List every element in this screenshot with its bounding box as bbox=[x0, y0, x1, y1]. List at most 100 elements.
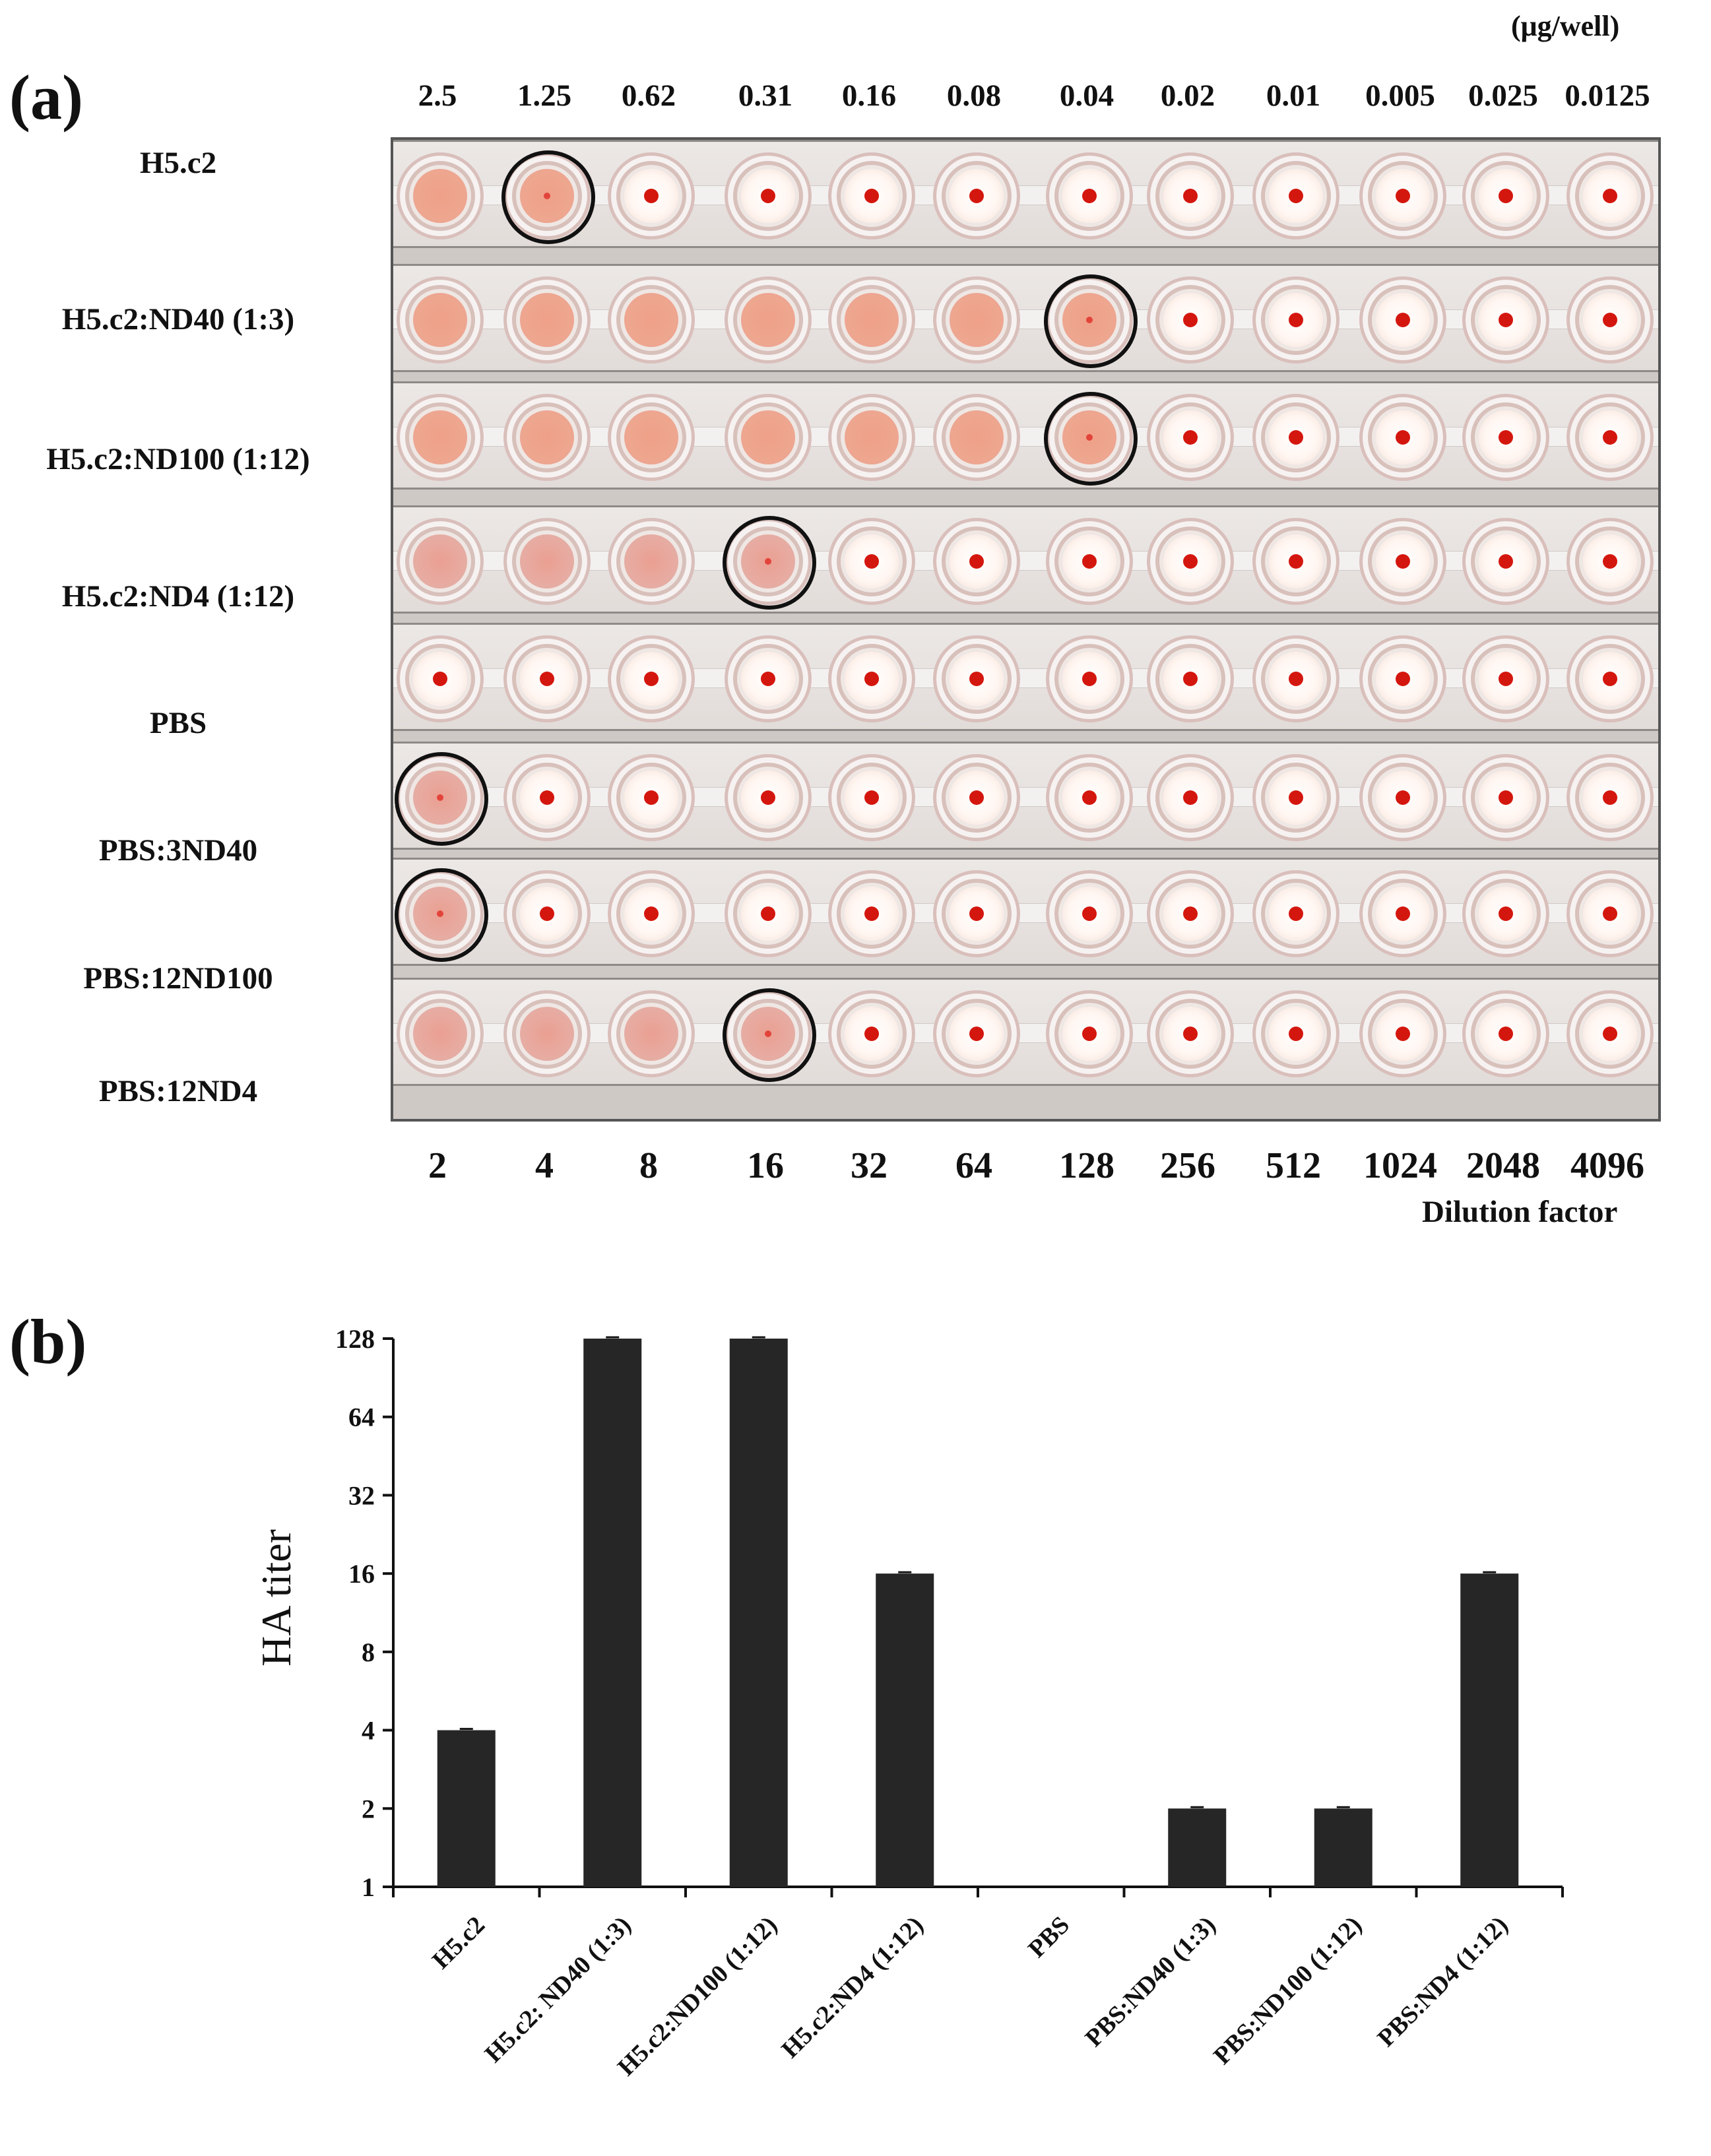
sample-row-label: H5.c2:ND100 (1:12) bbox=[46, 442, 310, 476]
concentration-label: 0.01 bbox=[1266, 79, 1321, 113]
plate-well bbox=[1046, 754, 1133, 841]
rbc-pellet-dot bbox=[1499, 189, 1513, 203]
plate-well bbox=[1462, 754, 1549, 841]
bar bbox=[1460, 1573, 1519, 1887]
dilution-label: 4 bbox=[535, 1145, 554, 1186]
rbc-pellet-dot bbox=[1183, 790, 1198, 805]
well-strip bbox=[393, 858, 1658, 966]
sample-row-label: PBS:3ND40 bbox=[98, 833, 258, 868]
rbc-pellet-dot bbox=[1603, 906, 1617, 921]
strip-bridge bbox=[393, 551, 1658, 571]
x-category-label: H5.c2:ND4 (1:12) bbox=[776, 1911, 928, 2064]
x-category-label: H5.c2 bbox=[427, 1911, 490, 1975]
plate-well bbox=[1147, 754, 1234, 841]
concentration-label: 0.62 bbox=[621, 79, 676, 113]
plate-well bbox=[503, 276, 591, 364]
rbc-button bbox=[950, 534, 1004, 588]
rbc-button bbox=[741, 169, 795, 223]
plate-well bbox=[503, 754, 591, 841]
rbc-button bbox=[1269, 1007, 1323, 1061]
rbc-pellet-dot bbox=[540, 906, 554, 921]
rbc-button bbox=[950, 887, 1004, 941]
rbc-button bbox=[413, 652, 467, 706]
plate-well bbox=[1359, 635, 1446, 722]
plate-well bbox=[1462, 394, 1549, 481]
plate-well bbox=[1462, 276, 1549, 364]
plate-well bbox=[1566, 518, 1654, 605]
plate-well bbox=[1252, 635, 1340, 722]
plate-well bbox=[1252, 152, 1340, 239]
plate-well bbox=[1046, 518, 1133, 605]
x-category-label: H5.c2: ND40 (1:3) bbox=[480, 1911, 637, 2068]
rbc-pellet-dot bbox=[1603, 430, 1617, 445]
rbc-pellet-dot bbox=[1082, 189, 1097, 203]
y-tick-label: 64 bbox=[348, 1403, 375, 1432]
concentration-label: 0.005 bbox=[1365, 79, 1435, 113]
rbc-pellet-dot bbox=[1289, 313, 1303, 327]
bar bbox=[729, 1339, 788, 1887]
rbc-button bbox=[1376, 887, 1430, 941]
rbc-button bbox=[1376, 169, 1430, 223]
strip-bridge bbox=[393, 903, 1658, 923]
agglutinated-well-content bbox=[845, 293, 899, 347]
plate-well bbox=[828, 990, 915, 1077]
rbc-button bbox=[1479, 887, 1533, 941]
rbc-pellet-dot bbox=[1183, 906, 1198, 921]
plate-well bbox=[608, 754, 695, 841]
x-category-label: PBS:ND4 (1:12) bbox=[1372, 1911, 1514, 2052]
plate-well bbox=[1462, 990, 1549, 1077]
plate-well bbox=[395, 868, 488, 962]
rbc-pellet-dot bbox=[969, 189, 984, 203]
agglutinated-well-content bbox=[520, 534, 574, 588]
well-strip bbox=[393, 381, 1658, 490]
plate-well bbox=[1044, 274, 1138, 368]
plate-well bbox=[1462, 152, 1549, 239]
bar bbox=[1314, 1808, 1372, 1887]
rbc-button bbox=[1269, 771, 1323, 825]
rbc-pellet-dot bbox=[1082, 906, 1097, 921]
rbc-pellet-dot bbox=[1082, 1027, 1097, 1041]
plate-well bbox=[397, 518, 484, 605]
plate-well bbox=[1252, 276, 1340, 364]
concentration-label: 0.0125 bbox=[1565, 79, 1650, 113]
rbc-pellet-dot bbox=[864, 672, 879, 686]
rbc-pellet-dot bbox=[1396, 189, 1410, 203]
plate-well bbox=[933, 635, 1020, 722]
hemagglutination-plate bbox=[391, 137, 1661, 1122]
rbc-pellet-dot bbox=[1289, 1027, 1303, 1041]
rbc-pellet-dot bbox=[1082, 554, 1097, 569]
rbc-pellet-dot bbox=[1183, 1027, 1198, 1041]
dilution-label: 128 bbox=[1059, 1145, 1114, 1186]
rbc-button bbox=[1163, 293, 1217, 347]
rbc-pellet-dot bbox=[644, 672, 659, 686]
rbc-pellet-dot bbox=[1396, 1027, 1410, 1041]
plate-well bbox=[608, 276, 695, 364]
rbc-pellet-dot bbox=[1082, 790, 1097, 805]
rbc-pellet-dot bbox=[761, 906, 775, 921]
x-category-label: PBS:ND40 (1:3) bbox=[1080, 1911, 1221, 2052]
plate-well bbox=[608, 152, 695, 239]
plate-well bbox=[1252, 754, 1340, 841]
endpoint-circle bbox=[395, 752, 488, 846]
rbc-button bbox=[624, 652, 678, 706]
rbc-button bbox=[1479, 1007, 1533, 1061]
plate-well bbox=[608, 870, 695, 957]
rbc-button bbox=[1062, 771, 1116, 825]
y-tick-label: 1 bbox=[362, 1872, 375, 1902]
rbc-pellet-dot bbox=[1499, 906, 1513, 921]
concentration-label: 0.16 bbox=[841, 79, 897, 113]
rbc-button bbox=[1583, 293, 1637, 347]
endpoint-circle bbox=[723, 516, 816, 610]
rbc-pellet-dot bbox=[864, 189, 879, 203]
agglutinated-well-content bbox=[624, 293, 678, 347]
rbc-button bbox=[1062, 652, 1116, 706]
x-category-label: PBS:ND100 (1:12) bbox=[1208, 1911, 1367, 2070]
rbc-button bbox=[1163, 534, 1217, 588]
rbc-button bbox=[1269, 410, 1323, 464]
rbc-button bbox=[950, 1007, 1004, 1061]
rbc-button bbox=[520, 887, 574, 941]
agglutinated-well-content bbox=[413, 293, 467, 347]
plate-well bbox=[725, 394, 812, 481]
sample-row-label: H5.c2:ND4 (1:12) bbox=[61, 579, 295, 614]
bar bbox=[876, 1573, 934, 1887]
